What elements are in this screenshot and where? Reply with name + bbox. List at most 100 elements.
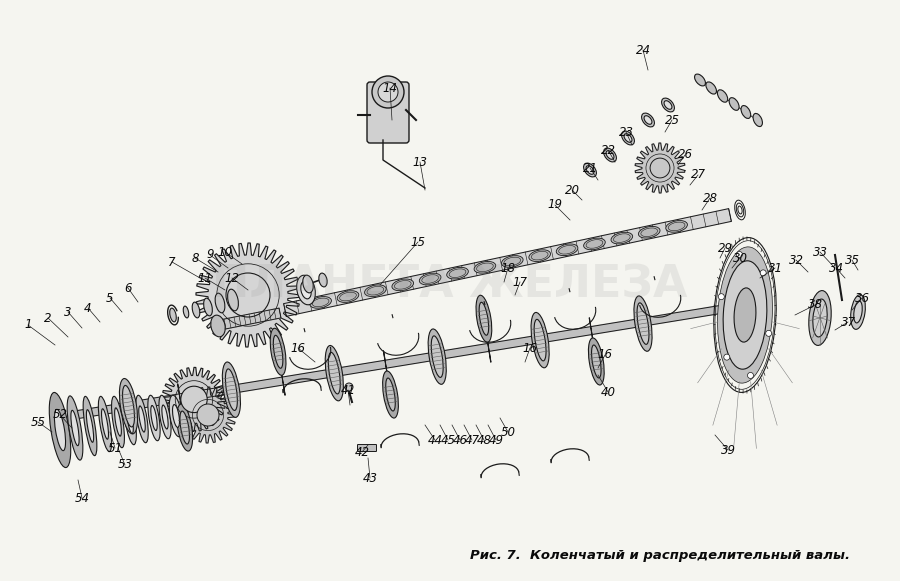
- Polygon shape: [482, 307, 491, 362]
- Text: 19: 19: [547, 199, 562, 211]
- Ellipse shape: [529, 250, 551, 261]
- Ellipse shape: [270, 328, 286, 375]
- Ellipse shape: [301, 281, 311, 299]
- Ellipse shape: [624, 134, 632, 142]
- Ellipse shape: [604, 148, 617, 162]
- Ellipse shape: [112, 396, 124, 448]
- Circle shape: [181, 386, 207, 413]
- Ellipse shape: [159, 395, 171, 439]
- Text: 36: 36: [854, 292, 869, 304]
- Ellipse shape: [184, 306, 189, 318]
- Ellipse shape: [215, 293, 225, 313]
- Text: 50: 50: [500, 425, 516, 439]
- Text: 21: 21: [582, 162, 598, 174]
- Text: 2: 2: [44, 311, 52, 325]
- Ellipse shape: [419, 273, 441, 285]
- Text: 1: 1: [24, 318, 32, 332]
- Ellipse shape: [211, 315, 225, 337]
- Text: 49: 49: [489, 433, 503, 447]
- Ellipse shape: [274, 335, 283, 368]
- Ellipse shape: [151, 406, 158, 431]
- Ellipse shape: [474, 261, 496, 273]
- Text: 52: 52: [52, 408, 68, 421]
- Text: 51: 51: [107, 442, 122, 454]
- Ellipse shape: [139, 406, 145, 432]
- Text: 6: 6: [124, 282, 131, 295]
- Ellipse shape: [328, 353, 340, 394]
- Text: 11: 11: [197, 271, 212, 285]
- Ellipse shape: [392, 279, 414, 290]
- Text: 27: 27: [690, 168, 706, 181]
- Ellipse shape: [170, 308, 176, 322]
- Polygon shape: [383, 351, 392, 406]
- FancyBboxPatch shape: [357, 444, 376, 451]
- Text: 54: 54: [75, 492, 89, 504]
- Ellipse shape: [302, 275, 313, 293]
- Text: 30: 30: [733, 252, 748, 264]
- Ellipse shape: [479, 302, 489, 335]
- Ellipse shape: [127, 407, 133, 433]
- Ellipse shape: [180, 411, 190, 444]
- Text: 47: 47: [464, 433, 480, 447]
- Circle shape: [718, 293, 724, 300]
- Text: 39: 39: [721, 443, 735, 457]
- Ellipse shape: [310, 296, 331, 309]
- Ellipse shape: [225, 369, 238, 410]
- Ellipse shape: [638, 227, 660, 238]
- Ellipse shape: [83, 396, 97, 456]
- Text: 43: 43: [363, 472, 377, 485]
- Text: 38: 38: [807, 299, 823, 311]
- Text: 5: 5: [106, 292, 113, 304]
- Ellipse shape: [717, 90, 728, 102]
- Ellipse shape: [634, 296, 652, 352]
- Text: 29: 29: [717, 242, 733, 254]
- Text: 8: 8: [191, 252, 199, 264]
- Ellipse shape: [531, 313, 549, 368]
- Ellipse shape: [666, 221, 688, 232]
- Ellipse shape: [428, 329, 446, 384]
- Ellipse shape: [382, 371, 399, 418]
- Text: 15: 15: [410, 235, 426, 249]
- Ellipse shape: [228, 289, 238, 311]
- Text: 45: 45: [440, 433, 455, 447]
- Text: 16: 16: [598, 349, 613, 361]
- Ellipse shape: [622, 131, 634, 145]
- Circle shape: [650, 158, 670, 178]
- Ellipse shape: [55, 410, 66, 451]
- Ellipse shape: [809, 290, 832, 346]
- Ellipse shape: [222, 362, 240, 417]
- Ellipse shape: [664, 101, 672, 109]
- Text: 25: 25: [664, 113, 680, 127]
- Ellipse shape: [583, 163, 597, 177]
- Ellipse shape: [325, 346, 344, 401]
- Ellipse shape: [611, 232, 633, 244]
- Ellipse shape: [723, 261, 767, 369]
- Ellipse shape: [534, 320, 546, 361]
- Ellipse shape: [193, 302, 200, 318]
- Text: 24: 24: [635, 44, 651, 56]
- Circle shape: [736, 252, 742, 257]
- Ellipse shape: [319, 273, 328, 287]
- Ellipse shape: [71, 410, 79, 446]
- Ellipse shape: [813, 299, 827, 337]
- Ellipse shape: [729, 98, 739, 110]
- Circle shape: [226, 273, 270, 317]
- Text: 16: 16: [291, 342, 305, 354]
- Ellipse shape: [123, 395, 136, 444]
- Circle shape: [372, 76, 404, 108]
- Polygon shape: [635, 143, 685, 193]
- Text: 12: 12: [224, 271, 239, 285]
- Polygon shape: [284, 209, 732, 317]
- Ellipse shape: [364, 285, 386, 296]
- Ellipse shape: [501, 256, 523, 267]
- Text: 23: 23: [618, 125, 634, 138]
- Polygon shape: [180, 387, 236, 443]
- Ellipse shape: [162, 405, 168, 429]
- Circle shape: [766, 331, 771, 336]
- Ellipse shape: [850, 295, 865, 329]
- Ellipse shape: [589, 338, 604, 385]
- Text: 28: 28: [703, 192, 717, 205]
- Ellipse shape: [741, 106, 751, 119]
- Ellipse shape: [102, 409, 109, 439]
- Polygon shape: [162, 367, 226, 432]
